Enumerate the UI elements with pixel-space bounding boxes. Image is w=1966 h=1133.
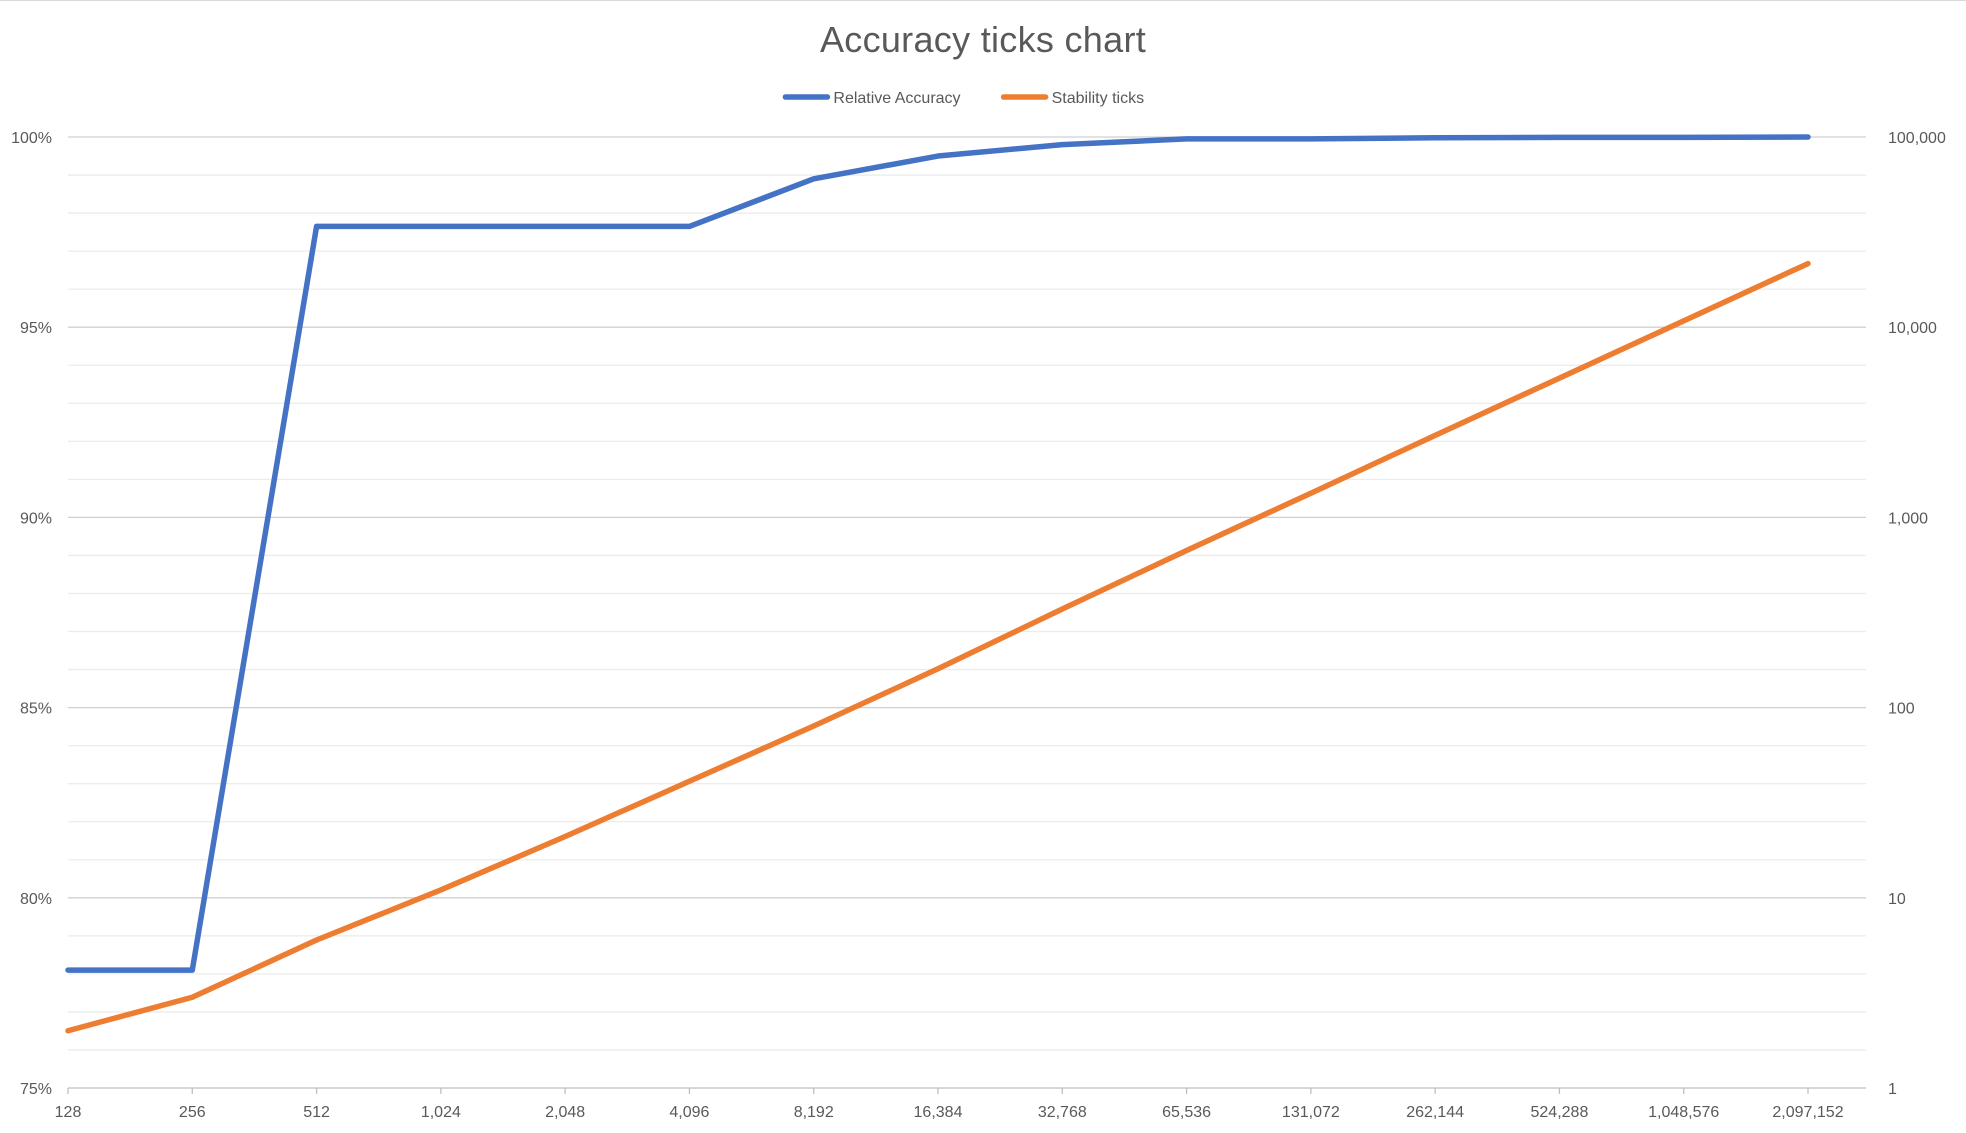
series-relative-accuracy	[68, 137, 1808, 970]
y-right-axis: 1 10 100 1,000 10,000 100,000	[1888, 130, 1946, 1098]
series-line	[68, 137, 1808, 970]
x-tick-label: 512	[303, 1104, 330, 1121]
y-left-axis: 75% 80% 85% 90% 95% 100%	[11, 130, 52, 1098]
y-right-tick-label: 1	[1888, 1081, 1897, 1098]
y-right-tick-label: 10	[1888, 891, 1906, 908]
x-tick-label: 4,096	[669, 1104, 709, 1121]
y-right-tick-label: 100,000	[1888, 130, 1946, 147]
gridlines	[68, 137, 1866, 1050]
x-tick-label: 8,192	[794, 1104, 834, 1121]
x-axis: 128 256 512 1,024 2,048 4,096 8,192 16,384 32,76…	[55, 1088, 1844, 1121]
y-right-tick-label: 100	[1888, 701, 1915, 718]
x-tick-label: 256	[179, 1104, 206, 1121]
y-right-tick-label: 1,000	[1888, 510, 1928, 527]
x-tick-label: 1,024	[421, 1104, 461, 1121]
x-tick-label: 128	[55, 1104, 82, 1121]
x-tick-label: 2,048	[545, 1104, 585, 1121]
x-tick-label: 131,072	[1282, 1104, 1340, 1121]
y-left-tick-label: 85%	[20, 701, 52, 718]
y-left-tick-label: 75%	[20, 1081, 52, 1098]
series-line	[68, 264, 1808, 1031]
legend: Relative Accuracy Stability ticks	[785, 90, 1144, 107]
y-right-tick-label: 10,000	[1888, 320, 1937, 337]
y-left-tick-label: 90%	[20, 510, 52, 527]
x-tick-label: 32,768	[1038, 1104, 1087, 1121]
x-tick-label: 262,144	[1406, 1104, 1464, 1121]
x-tick-label: 65,536	[1162, 1104, 1211, 1121]
legend-label: Relative Accuracy	[833, 90, 960, 107]
x-tick-label: 524,288	[1531, 1104, 1589, 1121]
legend-item: Stability ticks	[1004, 90, 1144, 107]
series-stability-ticks	[68, 264, 1808, 1031]
y-left-tick-label: 100%	[11, 130, 52, 147]
x-tick-label: 16,384	[914, 1104, 963, 1121]
y-left-tick-label: 95%	[20, 320, 52, 337]
x-tick-label: 1,048,576	[1648, 1104, 1719, 1121]
y-left-tick-label: 80%	[20, 891, 52, 908]
x-tick-label: 2,097,152	[1772, 1104, 1843, 1121]
legend-item: Relative Accuracy	[785, 90, 960, 107]
legend-label: Stability ticks	[1052, 90, 1144, 107]
